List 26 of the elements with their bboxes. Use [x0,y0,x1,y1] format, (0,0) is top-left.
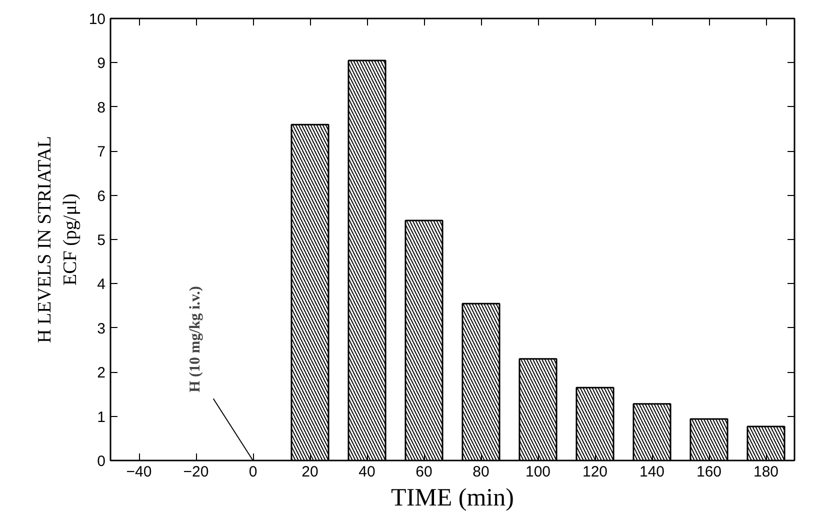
x-tick-label: 100 [525,464,551,480]
x-tick-label: 80 [472,464,490,480]
x-tick-label: 140 [639,464,665,480]
x-axis-title: TIME (min) [391,484,514,512]
y-tick-label: 0 [97,453,106,470]
y-tick-label: 8 [97,99,106,116]
y-tick-label: 1 [97,408,106,426]
y-tick-label: 4 [97,276,106,294]
y-tick-label: 6 [97,188,106,205]
y-tick-label: 2 [97,364,106,382]
x-tick-label: −20 [183,464,209,480]
y-tick-label: 10 [88,11,106,28]
x-tick-label: 120 [582,464,608,480]
y-tick-label: 9 [97,55,106,72]
x-tick-label: 180 [753,464,779,480]
x-tick-label: −40 [126,464,152,480]
y-tick-label: 3 [97,320,106,338]
x-tick-label: 60 [416,464,432,480]
x-tick-label: 0 [248,464,258,480]
y-tick-label: 5 [97,232,106,249]
x-tick-label: 40 [358,464,376,480]
x-tick-label: 160 [696,464,722,480]
y-tick-label: 7 [97,144,106,161]
annotation: H (10 mg/kg i.v.) [187,286,204,392]
x-tick-label: 20 [302,464,318,480]
y-axis-title: H LEVELS IN STRIATAL ECF (pg/μl) [34,136,81,343]
